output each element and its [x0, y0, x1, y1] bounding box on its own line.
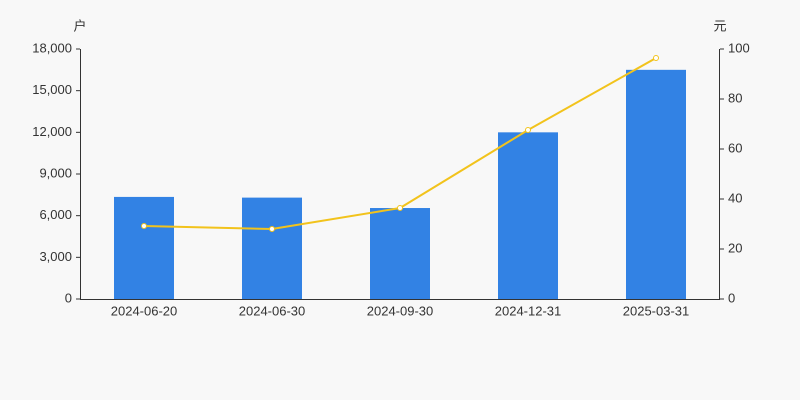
line-point — [525, 127, 531, 133]
x-tick-label: 2024-09-30 — [367, 303, 434, 318]
y2-tick-label: 60 — [728, 140, 742, 155]
y2-tick-label: 80 — [728, 90, 742, 105]
bar — [626, 69, 686, 299]
y-tick-label: 0 — [65, 290, 72, 305]
y2-tick-label: 0 — [728, 290, 735, 305]
bar — [370, 208, 430, 299]
y-tick-label: 6,000 — [39, 207, 72, 222]
y-tick-label: 3,000 — [39, 249, 72, 264]
y-tick-label: 12,000 — [32, 124, 72, 139]
y-tick-label: 15,000 — [32, 82, 72, 97]
bar — [498, 132, 558, 299]
bar — [114, 196, 174, 299]
x-tick-label: 2024-06-20 — [111, 303, 178, 318]
line-point — [397, 205, 403, 211]
x-tick-label: 2024-06-30 — [239, 303, 306, 318]
y-tick-label: 18,000 — [32, 40, 72, 55]
x-tick-label: 2024-12-31 — [495, 303, 562, 318]
y2-tick-label: 100 — [728, 40, 750, 55]
bar — [242, 197, 302, 299]
line-point — [653, 55, 659, 61]
y2-axis-label: 元 — [713, 18, 726, 33]
y-tick-label: 9,000 — [39, 165, 72, 180]
line-point — [269, 226, 275, 232]
y2-tick-label: 20 — [728, 240, 742, 255]
y2-tick-label: 40 — [728, 190, 742, 205]
x-tick-label: 2025-03-31 — [623, 303, 690, 318]
y-axis-label: 户 — [73, 18, 86, 33]
line-point — [141, 223, 147, 229]
